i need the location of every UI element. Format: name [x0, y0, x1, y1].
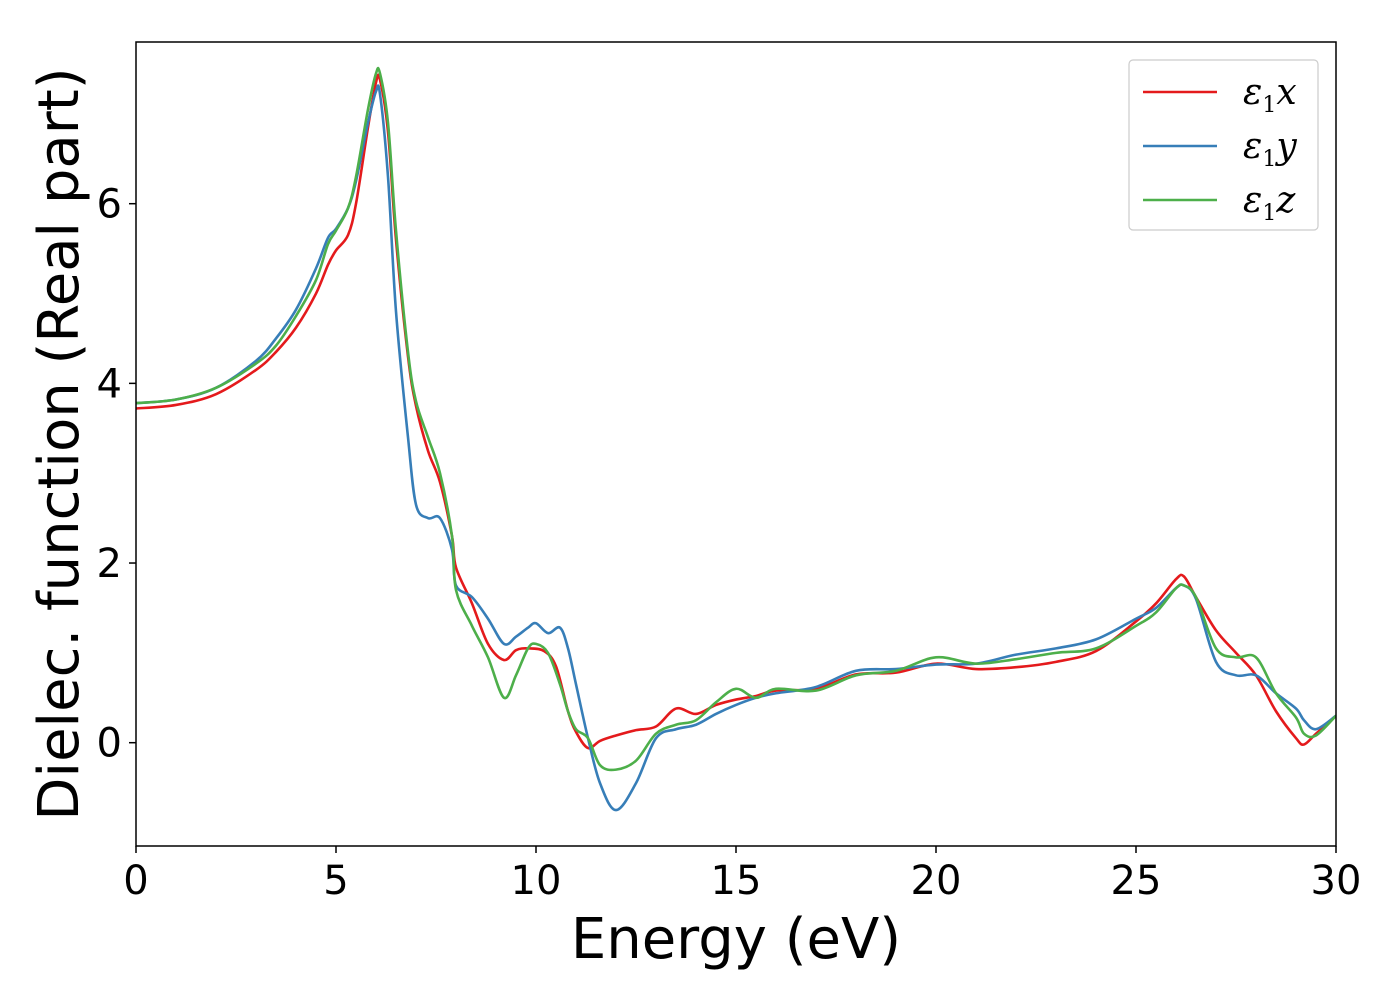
x-tick-label: 5	[323, 858, 348, 904]
y-axis-label: Dielec. function (Real part)	[27, 67, 92, 820]
series-line-z	[136, 66, 1336, 772]
x-tick-label: 15	[711, 858, 762, 904]
y-axis-ticks: 0 2 4 6	[97, 182, 136, 767]
y-tick-label: 0	[97, 721, 122, 767]
x-tick-label: 10	[511, 858, 562, 904]
y-tick-label: 6	[97, 182, 122, 228]
legend-label-y: ε1y	[1243, 126, 1297, 172]
y-tick-label: 4	[97, 361, 122, 407]
x-tick-label: 25	[1111, 858, 1162, 904]
legend: ε1x ε1y ε1z	[1128, 59, 1319, 231]
y-tick-label: 2	[97, 541, 122, 587]
series-line-y	[136, 84, 1336, 812]
legend-label-z: ε1z	[1243, 180, 1296, 226]
plot-lines	[136, 66, 1336, 812]
x-axis-label: Energy (eV)	[571, 907, 901, 972]
x-tick-label: 20	[911, 858, 962, 904]
x-tick-label: 0	[123, 858, 148, 904]
x-tick-label: 30	[1311, 858, 1362, 904]
series-line-x	[136, 73, 1336, 750]
legend-box	[1128, 59, 1319, 231]
x-axis-ticks: 0 5 10 15 20 25 30	[123, 846, 1361, 904]
legend-label-x: ε1x	[1243, 72, 1297, 118]
